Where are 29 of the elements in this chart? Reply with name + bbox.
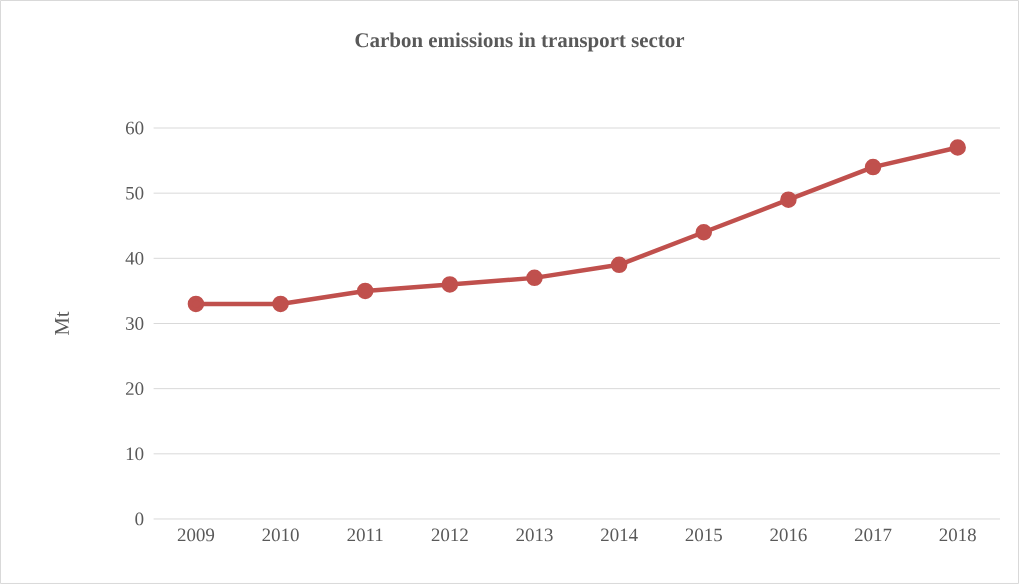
x-tick-label: 2013 [516,528,553,542]
point [864,158,882,176]
point [272,295,289,313]
point [949,139,966,156]
chart-title: Carbon emissions in transport sector [355,32,685,52]
x-tick-label: 2014 [601,528,638,542]
x-tick-label: 2009 [177,528,215,542]
point [356,282,374,300]
y-tick-label: 20 [125,382,144,396]
x-tick-label: 2012 [431,528,468,542]
point [780,191,797,208]
y-tick-label: 30 [126,317,144,330]
x-tick-label: 2016 [770,528,807,542]
point [526,269,543,287]
point [187,295,205,313]
x-tick-label: 2018 [939,528,976,542]
point [610,256,628,274]
y-tick-label: 40 [125,251,144,265]
y-tick-label: 10 [126,447,144,461]
y-tick-label: 60 [125,121,144,135]
y-axis-title: Mt [55,311,69,336]
x-tick-label: 2011 [347,528,383,542]
x-tick-label: 2017 [854,528,892,542]
point [441,276,459,293]
x-tick-label: 2015 [685,528,722,542]
y-tick-label: 50 [126,186,144,200]
y-tick-label: 0 [135,512,144,526]
x-tick-label: 2010 [262,528,299,542]
point [695,224,713,241]
